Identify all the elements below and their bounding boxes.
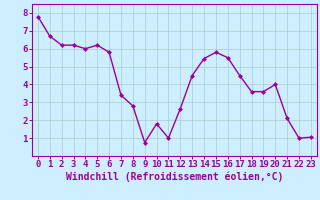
X-axis label: Windchill (Refroidissement éolien,°C): Windchill (Refroidissement éolien,°C) — [66, 172, 283, 182]
